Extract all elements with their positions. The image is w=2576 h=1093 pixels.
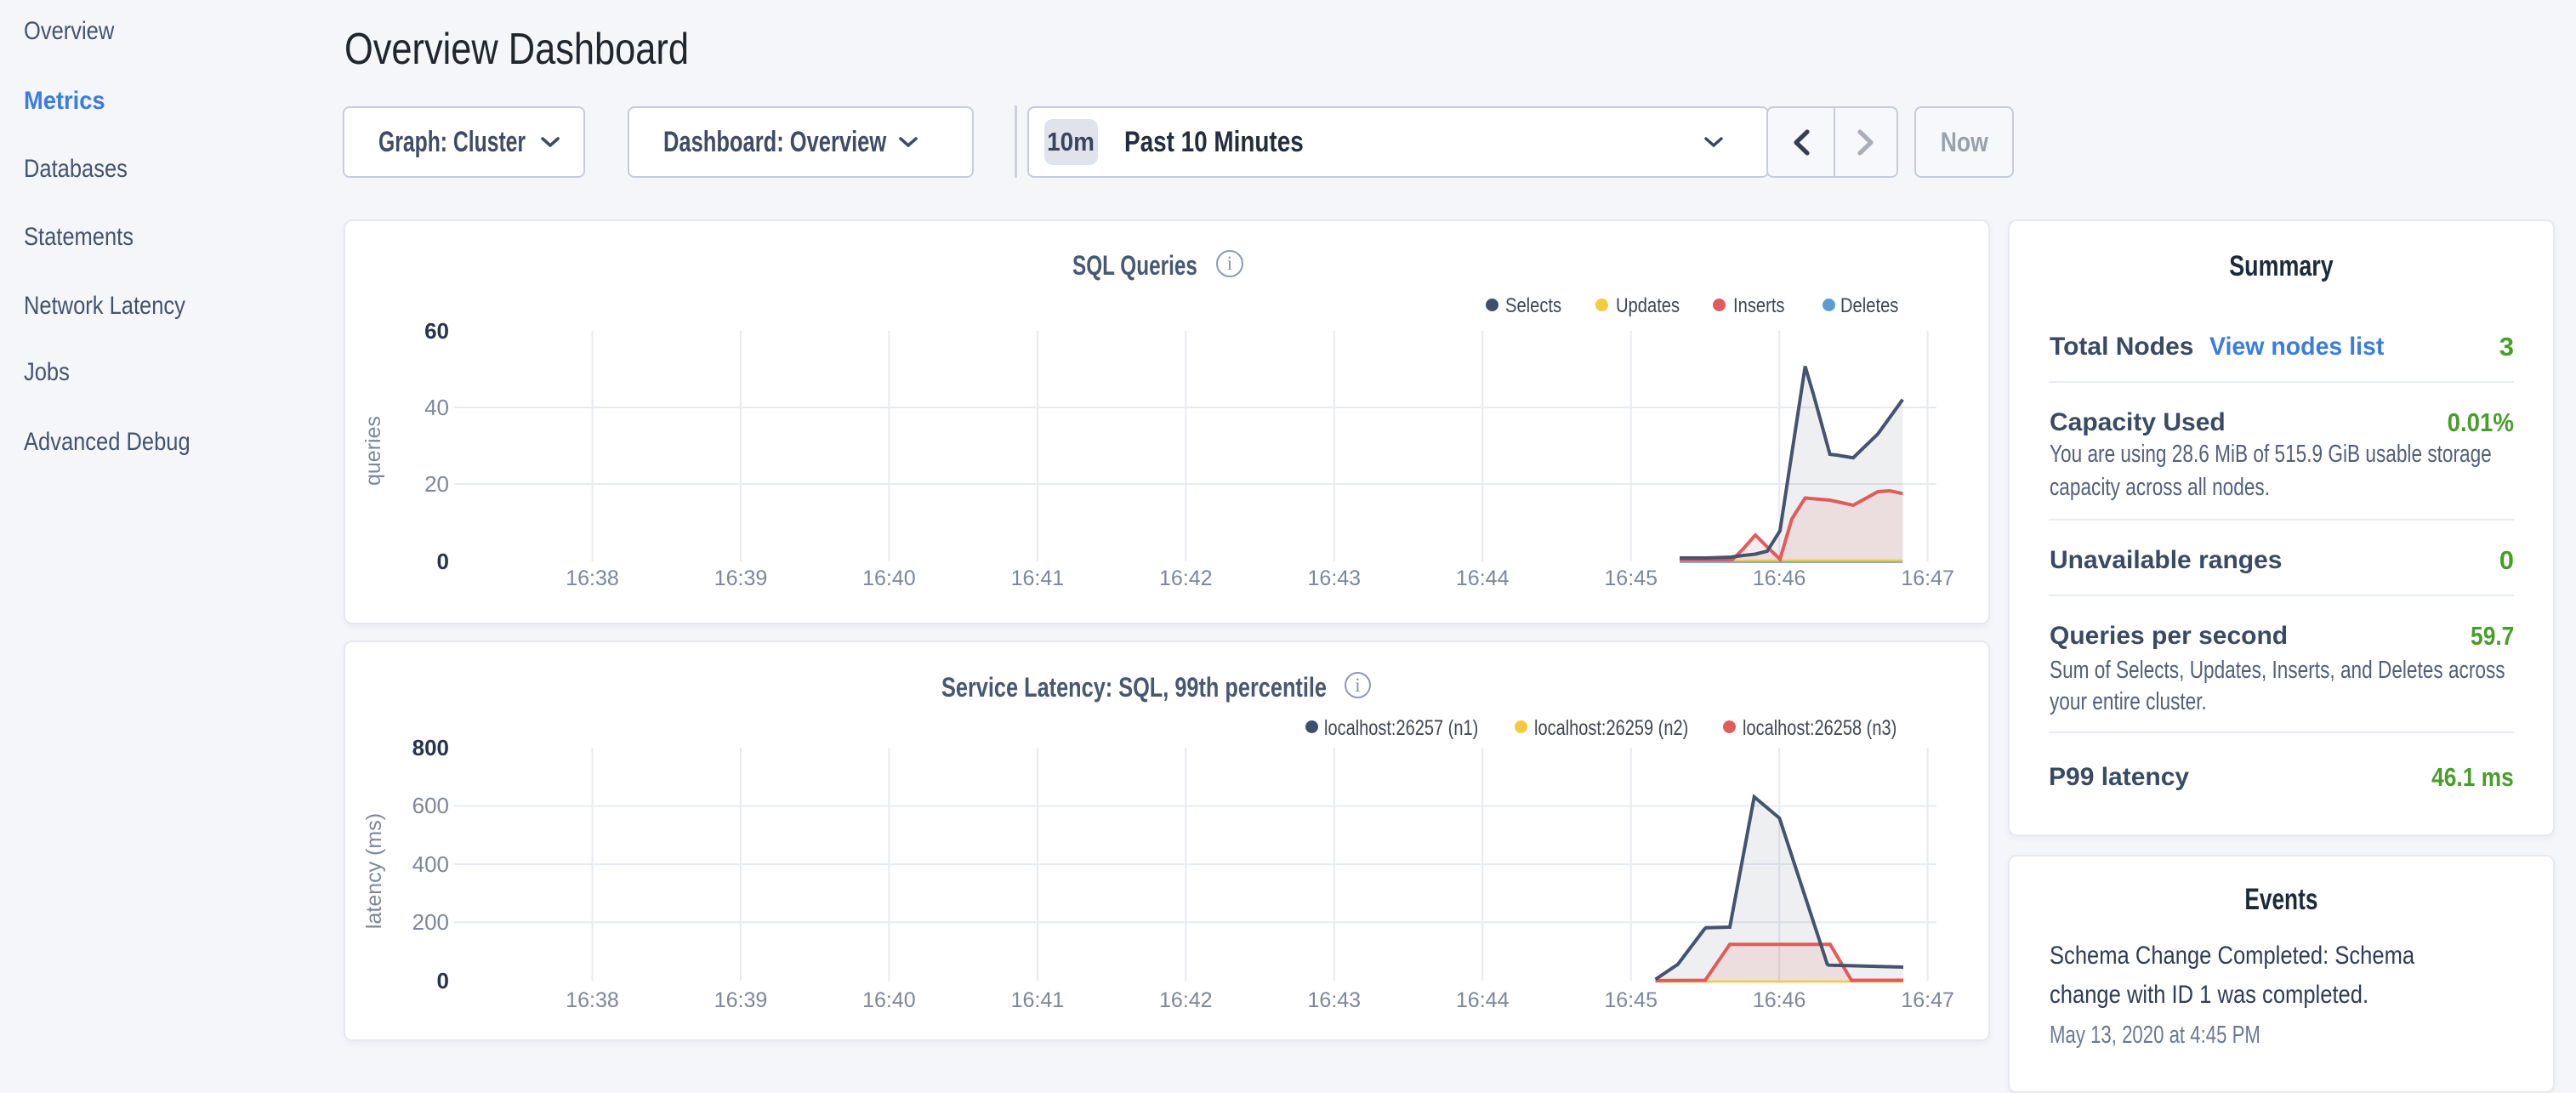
svg-text:16:46: 16:46 xyxy=(1753,988,1806,1012)
svg-text:800: 800 xyxy=(412,735,449,760)
svg-text:16:45: 16:45 xyxy=(1604,988,1658,1012)
svg-text:16:39: 16:39 xyxy=(714,988,768,1012)
svg-text:400: 400 xyxy=(412,851,449,877)
svg-text:16:44: 16:44 xyxy=(1456,566,1510,590)
svg-text:16:38: 16:38 xyxy=(566,988,619,1012)
svg-text:16:39: 16:39 xyxy=(714,566,768,590)
svg-text:16:44: 16:44 xyxy=(1456,988,1510,1012)
svg-text:600: 600 xyxy=(412,793,449,818)
svg-text:latency (ms): latency (ms) xyxy=(362,813,386,929)
svg-text:16:41: 16:41 xyxy=(1011,988,1065,1012)
svg-text:0: 0 xyxy=(437,968,449,993)
svg-text:16:40: 16:40 xyxy=(862,988,916,1012)
svg-text:16:46: 16:46 xyxy=(1753,566,1806,590)
svg-text:16:40: 16:40 xyxy=(862,566,916,590)
svg-text:16:42: 16:42 xyxy=(1159,988,1213,1012)
svg-text:16:43: 16:43 xyxy=(1308,988,1362,1012)
svg-text:queries: queries xyxy=(361,416,385,486)
svg-text:200: 200 xyxy=(412,909,449,935)
svg-text:16:43: 16:43 xyxy=(1308,566,1362,590)
svg-text:20: 20 xyxy=(424,471,449,497)
svg-text:40: 40 xyxy=(424,395,449,420)
svg-text:16:38: 16:38 xyxy=(566,566,619,590)
svg-text:16:45: 16:45 xyxy=(1604,566,1658,590)
svg-text:16:42: 16:42 xyxy=(1159,566,1213,590)
svg-text:16:41: 16:41 xyxy=(1011,566,1065,590)
svg-text:16:47: 16:47 xyxy=(1901,566,1954,590)
svg-text:0: 0 xyxy=(437,549,449,574)
svg-text:60: 60 xyxy=(424,318,449,344)
svg-text:16:47: 16:47 xyxy=(1901,988,1954,1012)
